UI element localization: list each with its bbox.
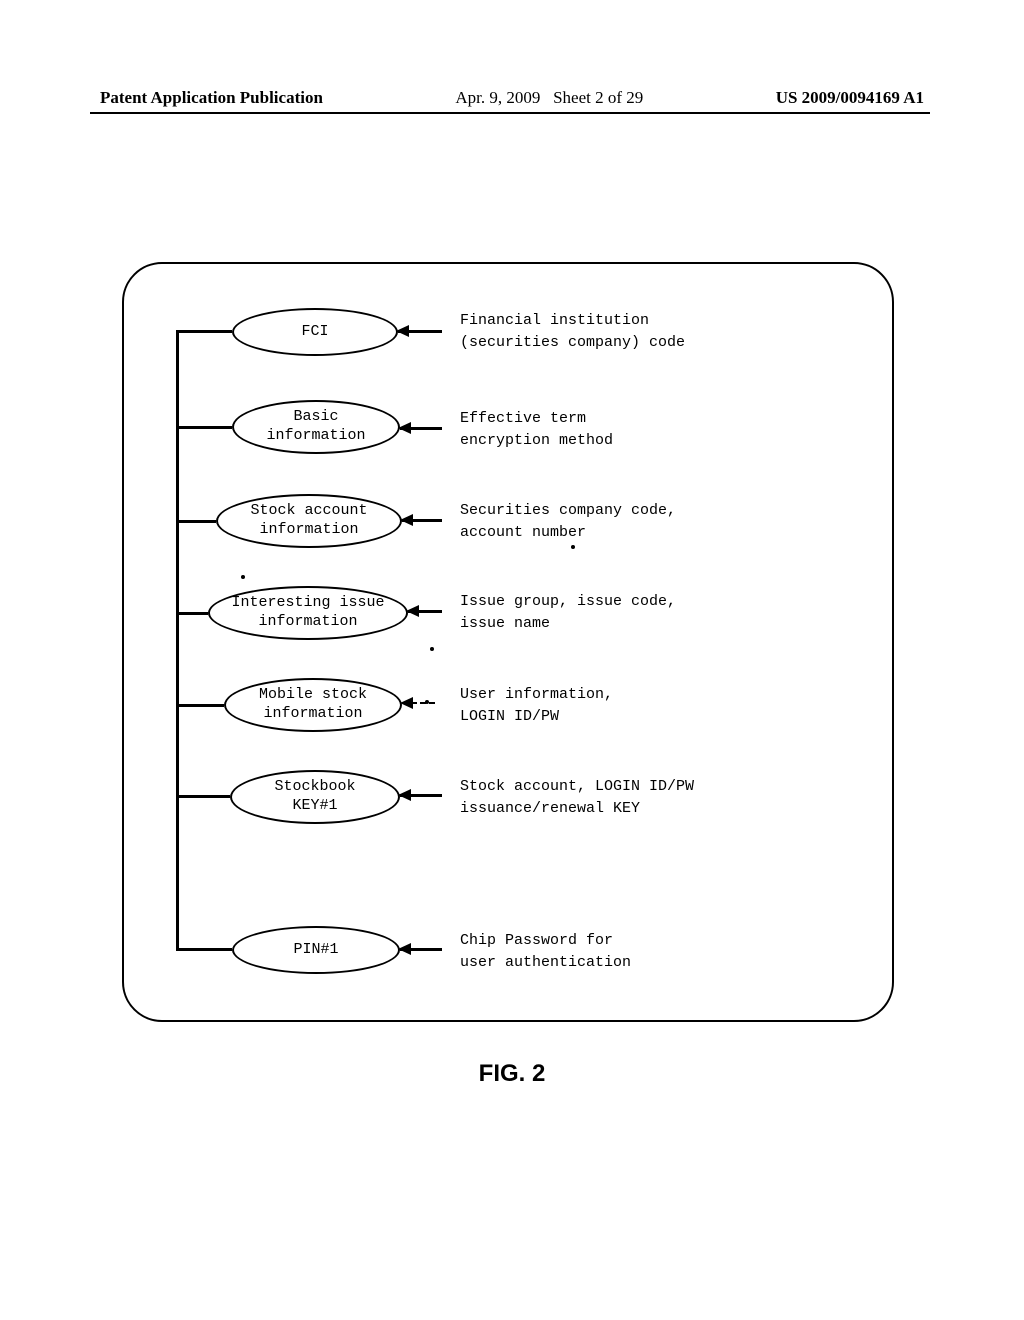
node-description: Stock account, LOGIN ID/PW issuance/rene… — [460, 776, 694, 820]
node-description: User information, LOGIN ID/PW — [460, 684, 613, 728]
header-mid: Apr. 9, 2009 Sheet 2 of 29 — [455, 88, 643, 108]
tree-branch — [176, 704, 224, 707]
node-label: Basic information — [266, 408, 365, 446]
node-description: Issue group, issue code, issue name — [460, 591, 676, 635]
header-rule — [90, 112, 930, 114]
node-description: Effective term encryption method — [460, 408, 613, 452]
header-left: Patent Application Publication — [100, 88, 323, 108]
arrow-head-icon — [400, 514, 413, 526]
arrow-head-icon — [398, 943, 411, 955]
stray-dot — [430, 647, 434, 651]
arrow-head-icon — [400, 697, 413, 709]
stray-dot — [241, 575, 245, 579]
tree-trunk — [176, 330, 179, 950]
tree-branch — [176, 330, 232, 333]
tree-branch — [176, 520, 216, 523]
node-description: Financial institution (securities compan… — [460, 310, 685, 354]
node-label: FCI — [301, 323, 328, 342]
page-header: Patent Application Publication Apr. 9, 2… — [0, 88, 1024, 108]
diagram-node: FCI — [232, 308, 398, 356]
node-label: Stock account information — [250, 502, 367, 540]
arrow-head-icon — [406, 605, 419, 617]
node-label: Interesting issue information — [231, 594, 384, 632]
figure-caption: FIG. 2 — [0, 1060, 1024, 1088]
header-date: Apr. 9, 2009 — [455, 88, 540, 107]
stray-dot — [425, 700, 429, 704]
tree-branch — [176, 948, 232, 951]
tree-branch — [176, 795, 230, 798]
diagram-node: Stock account information — [216, 494, 402, 548]
arrow-head-icon — [396, 325, 409, 337]
diagram-node: Interesting issue information — [208, 586, 408, 640]
node-label: Mobile stock information — [259, 686, 367, 724]
node-label: PIN#1 — [293, 941, 338, 960]
diagram-node: Basic information — [232, 400, 400, 454]
node-label: Stockbook KEY#1 — [274, 778, 355, 816]
diagram-node: Stockbook KEY#1 — [230, 770, 400, 824]
diagram-frame — [122, 262, 894, 1022]
tree-branch — [176, 426, 232, 429]
node-description: Securities company code, account number — [460, 500, 676, 544]
diagram-node: PIN#1 — [232, 926, 400, 974]
stray-dot — [571, 545, 575, 549]
arrow-head-icon — [398, 422, 411, 434]
arrow-head-icon — [398, 789, 411, 801]
diagram-node: Mobile stock information — [224, 678, 402, 732]
header-sheet: Sheet 2 of 29 — [553, 88, 643, 107]
header-right: US 2009/0094169 A1 — [776, 88, 924, 108]
tree-branch — [176, 612, 208, 615]
node-description: Chip Password for user authentication — [460, 930, 631, 974]
